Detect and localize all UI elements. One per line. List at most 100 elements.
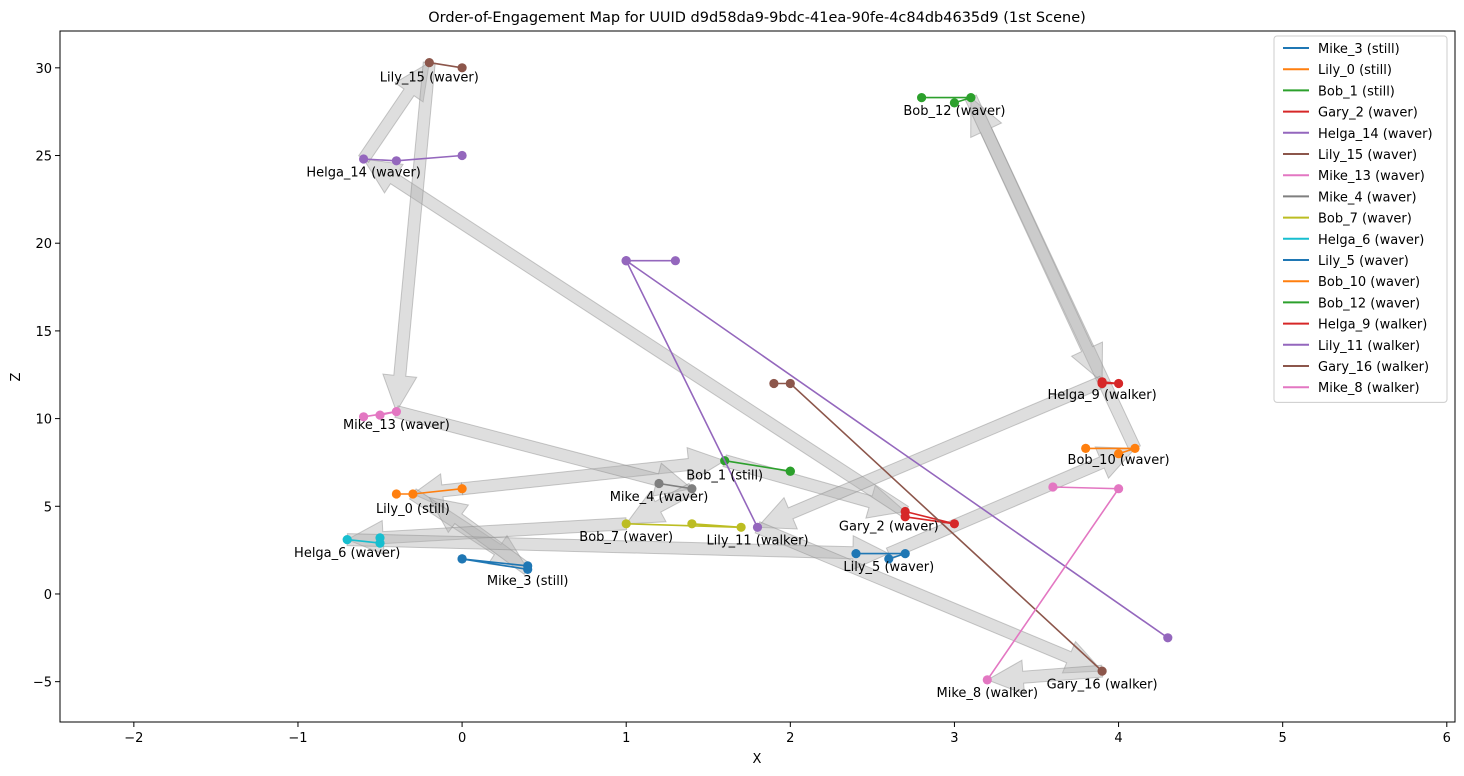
legend-label: Mike_4 (waver) [1318,190,1417,205]
legend-entry: Bob_7 (waver) [1283,212,1412,227]
series-point [670,256,681,266]
y-axis-ticks: −5 0 5 10 15 20 25 30 [33,62,60,691]
series-point [457,150,467,161]
legend-label: Helga_9 (walker) [1318,318,1427,333]
legend-label: Lily_15 (waver) [1318,148,1417,163]
series-point [982,675,992,685]
legend-label: Mike_8 (walker) [1318,381,1420,396]
series-point [900,549,910,559]
series-point [687,484,697,494]
series-8 [621,519,746,532]
order-arrow-2 [428,496,532,575]
y-tick-label: 5 [44,500,52,515]
series-line [658,482,693,490]
point-label: Bob_1 (still) [686,469,763,484]
series-point [1081,443,1091,453]
point-label: Lily_15 (waver) [380,71,479,86]
point-label: Gary_16 (walker) [1047,677,1158,692]
x-tick-label: 6 [1443,731,1451,746]
series-point [1097,378,1107,389]
order-arrow-17 [986,659,1104,695]
point-label: Lily_5 (waver) [843,560,934,575]
series-9 [342,533,385,548]
order-arrow-13 [970,96,1142,452]
point-labels: Mike_3 (still) Lily_0 (still) Bob_1 (still… [294,71,1170,702]
x-tick-label: 1 [622,731,630,746]
series-point [359,154,369,164]
series-point [900,512,910,522]
legend-entry: Lily_11 (walker) [1283,339,1420,354]
legend-entry: Helga_14 (waver) [1283,127,1433,142]
legend-entry: Mike_4 (waver) [1283,190,1417,205]
point-label: Bob_7 (waver) [579,530,673,545]
series-lines [342,58,1173,685]
series-line [623,259,1169,639]
y-tick-label: 10 [35,413,52,428]
series-point [457,484,467,494]
series-point [359,412,369,422]
legend-entry: Lily_0 (still) [1283,63,1392,78]
legend-label: Mike_3 (still) [1318,42,1400,57]
legend-entry: Gary_2 (waver) [1283,106,1418,121]
series-point [523,561,533,571]
series-point [457,63,467,73]
order-arrow-4 [722,454,907,519]
series-point [785,466,795,476]
x-tick-label: 4 [1114,731,1122,746]
series-point [1048,482,1058,492]
legend-label: Bob_1 (still) [1318,84,1395,99]
legend-box [1273,35,1448,403]
order-arrow-15 [756,375,1106,530]
legend-entry: Mike_3 (still) [1283,42,1400,57]
series-point [342,535,352,545]
series-1 [391,484,467,499]
series-point [375,410,385,420]
series-point [1114,484,1124,494]
y-tick-label: 0 [44,588,52,603]
series-point [949,519,960,529]
series-line [429,61,463,69]
series-line [921,96,972,104]
x-tick-label: 5 [1279,731,1287,746]
x-axis-label: X [753,752,762,767]
order-arrow-16 [754,521,1104,674]
order-arrow-9 [625,482,696,525]
x-axis-ticks: −2 −1 0 1 2 3 4 5 6 [124,722,1451,746]
series-point [917,93,927,103]
series-14 [621,256,1173,643]
order-arrow-3 [460,446,726,496]
point-label: Helga_9 (walker) [1047,388,1156,403]
point-label: Mike_4 (waver) [610,490,709,505]
series-point [391,489,401,499]
legend-label: Bob_12 (waver) [1318,296,1420,311]
series-7 [654,478,697,494]
series-point [966,93,976,103]
y-tick-label: 25 [35,150,52,165]
legend-entry: Lily_5 (waver) [1283,254,1409,269]
legend-entry: Helga_6 (waver) [1283,233,1424,248]
series-13 [1097,377,1124,389]
point-label: Gary_2 (waver) [839,520,939,535]
legend-label: Helga_6 (waver) [1318,233,1424,248]
series-point [457,554,467,564]
series-12 [917,93,976,108]
legend-entry: Helga_9 (walker) [1283,318,1427,333]
series-point [621,519,631,529]
legend-label: Lily_11 (walker) [1318,339,1420,354]
legend-label: Helga_14 (waver) [1318,127,1433,142]
series-point [1163,633,1173,643]
series-point [391,156,401,166]
legend-entry: Gary_16 (walker) [1283,360,1429,375]
series-line [724,459,791,472]
series-point [851,549,861,559]
order-arrow-5 [362,158,910,518]
order-arrow-8 [394,405,694,497]
x-tick-label: 0 [458,731,466,746]
series-point [391,407,401,417]
point-label: Mike_8 (walker) [937,686,1039,701]
y-axis-label: Z [9,372,24,381]
point-label: Lily_0 (still) [376,502,450,517]
legend-entry: Bob_12 (waver) [1283,296,1420,311]
x-tick-label: 2 [786,731,794,746]
